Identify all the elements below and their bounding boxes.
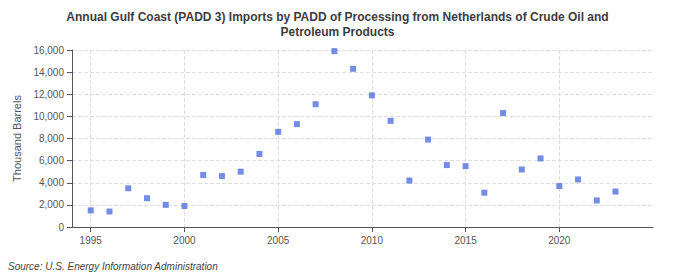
svg-text:2010: 2010 [361,235,384,246]
svg-text:6,000: 6,000 [39,155,64,166]
svg-text:8,000: 8,000 [39,133,64,144]
svg-text:1995: 1995 [80,235,103,246]
svg-text:2020: 2020 [548,235,571,246]
svg-text:2015: 2015 [454,235,477,246]
svg-text:4,000: 4,000 [39,177,64,188]
svg-text:10,000: 10,000 [33,111,64,122]
svg-text:12,000: 12,000 [33,89,64,100]
svg-text:2005: 2005 [267,235,290,246]
svg-text:Annual Gulf Coast (PADD 3) Imp: Annual Gulf Coast (PADD 3) Imports by PA… [66,10,608,24]
svg-text:14,000: 14,000 [33,67,64,78]
svg-text:Thousand Barrels: Thousand Barrels [11,95,23,182]
svg-text:2,000: 2,000 [39,199,64,210]
svg-text:2000: 2000 [173,235,196,246]
svg-text:0: 0 [58,222,64,233]
svg-text:Petroleum Products: Petroleum Products [280,25,394,39]
svg-text:16,000: 16,000 [33,45,64,56]
svg-text:Source: U.S. Energy Informatio: Source: U.S. Energy Information Administ… [8,261,218,272]
